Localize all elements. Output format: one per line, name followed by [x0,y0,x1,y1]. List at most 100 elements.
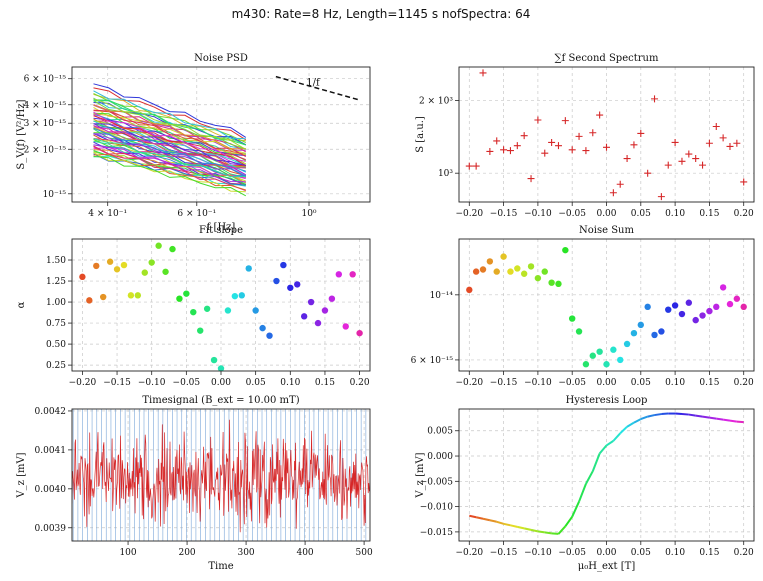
data-point-plus [500,146,508,154]
x-tick-label: −0.05 [558,209,586,219]
data-point [307,298,315,306]
data-point [466,286,473,294]
x-tick-label: −0.05 [558,548,586,558]
chart-title: Timesignal (B_ext = 10.00 mT) [142,395,299,406]
x-tick-label: 0.05 [631,209,651,219]
plot-area [469,412,744,535]
data-point [183,290,190,297]
x-tick-label: −0.05 [173,378,201,388]
data-point [726,300,734,308]
data-point [203,305,211,312]
data-point [575,328,583,335]
chart-title: Noise PSD [194,53,248,64]
data-point [699,312,706,319]
hysteresis-segment [585,470,594,485]
data-point [280,261,287,269]
data-point-plus [506,147,514,155]
data-point [486,258,494,265]
y-tick-label: 2 × 10³ [419,96,453,106]
data-point-plus [678,157,686,165]
data-point [685,299,693,306]
data-point [507,268,514,275]
psd-series-line [93,138,246,178]
data-point [176,295,183,302]
y-axis-label: V_z [mV] [415,452,426,498]
data-point [610,346,617,353]
data-point [266,332,273,339]
data-point [644,303,651,311]
data-point [197,327,204,334]
data-point [740,303,747,311]
data-point [252,307,259,314]
x-tick-label: 0.20 [734,209,754,219]
data-point [79,273,86,281]
hysteresis-segment [675,412,683,416]
hysteresis-segment [571,501,580,518]
data-point [99,293,107,301]
hysteresis-segment [537,530,545,534]
data-point-plus [554,142,562,150]
data-point [541,268,548,275]
x-tick-label: −0.10 [524,209,552,219]
data-point-plus [685,150,693,158]
data-point [472,268,480,275]
psd-series-line [93,134,246,177]
x-tick-label: −0.15 [490,548,518,558]
y-tick-label: 6 × 10⁻¹⁵ [411,356,454,366]
data-point [534,274,542,282]
x-tick-label: 4 × 10⁻¹ [88,209,127,219]
data-point-plus [692,155,700,163]
data-point-plus [596,111,604,119]
data-point-plus [561,117,569,125]
data-point [287,284,294,291]
data-point [273,277,280,285]
x-tick-label: 0.10 [665,378,685,388]
data-point-plus [651,95,659,103]
data-point-plus [493,137,501,145]
data-point [733,295,741,302]
psd-series-line [93,144,246,183]
x-tick-label: 0.05 [246,378,266,388]
y-tick-label: −0.005 [420,477,454,487]
hysteresis-segment [530,528,539,533]
psd-series-line [93,109,247,158]
y-tick-label: 0.0041 [35,446,67,456]
data-point-plus [637,129,645,137]
hysteresis-segment [729,419,737,423]
chart-second-spectrum: −0.20 −0.15 −0.10 −0.05 0.00 0.05 0.10 0.15 0.20… [415,53,755,219]
psd-series-line [93,123,246,166]
hysteresis-segment [510,524,518,528]
data-point [527,263,535,270]
hysteresis-segment [736,420,744,424]
data-point [141,269,148,276]
data-point-plus [486,147,494,155]
axes-frame [458,238,755,372]
data-point-plus [603,143,610,151]
chart-title: Fit slope [199,225,243,236]
psd-series-line [93,127,247,177]
data-point [651,331,658,339]
y-tick-label: −0.010 [420,503,454,513]
data-point [162,268,169,275]
data-point [155,242,162,249]
figure-title: m430: Rate=8 Hz, Length=1145 s nofSpectr… [232,7,531,21]
data-point [589,352,596,359]
x-tick-label: 200 [178,548,195,558]
axes-frame [71,238,371,372]
y-tick-label: 0.25 [46,361,66,371]
data-point [328,295,336,302]
y-tick-label: 0.75 [46,319,66,329]
reference-line-1-over-f [275,75,360,101]
data-point-plus [671,138,679,146]
data-point-plus [657,193,665,201]
x-tick-label: −0.15 [490,209,518,219]
y-axis-label: S [a.u.] [415,116,426,153]
data-point [127,292,135,299]
chart-noise-psd: 4 × 10⁻¹ 6 × 10⁻¹ 10⁰ 10⁻¹⁵ 2 × 10⁻¹⁵ 3 × 10⁻… [16,53,371,233]
x-tick-label: 0.20 [350,378,370,388]
x-axis-label: μ₀H_ext [T] [578,561,636,572]
hysteresis-segment [647,414,655,418]
data-point [259,324,266,332]
data-point-plus [520,132,528,140]
hysteresis-segment [564,516,574,527]
